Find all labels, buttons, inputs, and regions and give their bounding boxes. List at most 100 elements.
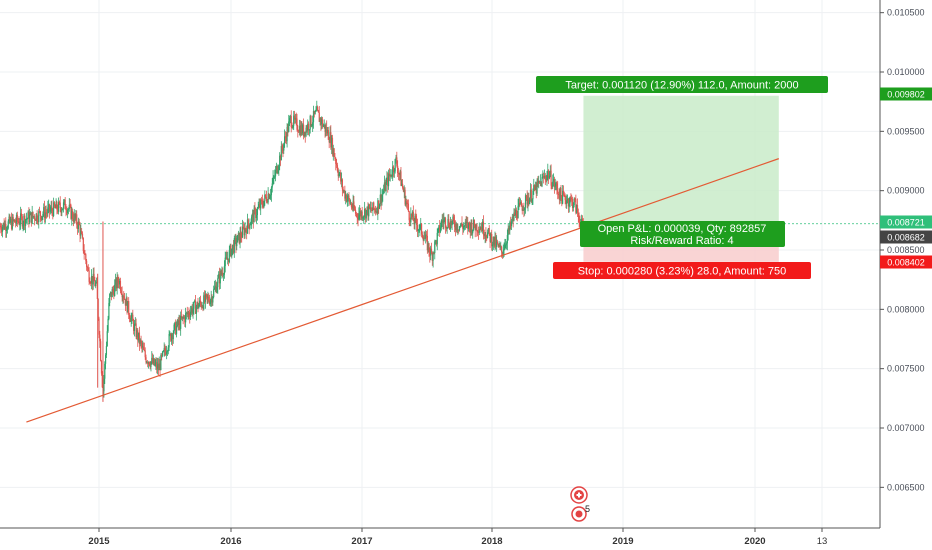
candle-body (535, 185, 537, 194)
candle-body (501, 252, 504, 255)
candle-body (86, 260, 88, 268)
candle-body (19, 223, 21, 225)
candle-body (326, 127, 328, 134)
candle-body (405, 201, 407, 205)
candle-body (270, 187, 273, 196)
candle-body (148, 362, 150, 366)
candle-body (214, 285, 216, 288)
candle-body (539, 181, 541, 183)
candle-body (47, 207, 49, 213)
candle-body (328, 139, 330, 143)
candle-body (132, 314, 134, 322)
candle-body (60, 208, 62, 213)
candle-body (458, 229, 460, 231)
plus-circle-icon[interactable] (570, 486, 588, 504)
candle-body (237, 235, 239, 243)
candle-body (391, 175, 393, 177)
candle-body (70, 205, 72, 219)
candle-body (227, 258, 230, 262)
candle-body (103, 378, 105, 392)
candle-body (416, 225, 419, 231)
x-tick-label: 2017 (351, 536, 372, 547)
candle-body (431, 253, 433, 261)
candle-body (578, 215, 580, 223)
candle-body (499, 244, 501, 247)
candle-body (316, 106, 318, 111)
candle-body (413, 220, 415, 225)
candle-body (337, 171, 339, 177)
candle-body (62, 202, 65, 209)
candle-body (451, 220, 453, 226)
candle-body (576, 205, 579, 213)
candle-body (500, 246, 502, 248)
open-pnl-label[interactable]: Open P&L: 0.000039, Qty: 892857 Risk/Rew… (580, 221, 785, 247)
candle-body (521, 206, 523, 211)
candle-body (175, 322, 177, 335)
candle-body (32, 211, 34, 217)
candle-body (92, 273, 94, 285)
candle-body (213, 287, 216, 290)
candle-body (483, 234, 485, 237)
y-tick-label: 0.007000 (887, 423, 925, 433)
candle-body (356, 213, 358, 218)
candle-body (533, 185, 535, 191)
candle-body (496, 241, 498, 247)
candle-body (340, 179, 343, 182)
event-count-icon[interactable] (571, 506, 587, 522)
candle-body (373, 208, 376, 210)
candle-body (426, 235, 428, 251)
candle-body (380, 194, 382, 204)
event-markers[interactable]: 5 (570, 486, 590, 522)
candle-body (57, 209, 59, 212)
candle-body (129, 318, 131, 322)
candle-body (302, 124, 304, 134)
candle-body (218, 274, 221, 284)
candle-body (477, 231, 480, 233)
candle-body (29, 215, 31, 223)
trendline[interactable] (26, 158, 779, 423)
candle-body (122, 296, 124, 298)
candle-body (23, 215, 25, 224)
candle-body (273, 176, 275, 178)
candle-body (514, 212, 516, 216)
candle-body (415, 215, 417, 219)
candle-body (279, 155, 282, 161)
candle-body (190, 307, 192, 312)
candle-body (298, 126, 301, 133)
candle-body (322, 125, 324, 127)
price-axis[interactable]: 0.006500 0.007000 0.007500 0.008000 0.008500… (880, 8, 925, 493)
candle-body (543, 175, 546, 178)
candle-body (130, 317, 132, 322)
target-label[interactable]: Target: 0.001120 (12.90%) 112.0, Amount:… (536, 76, 828, 93)
candle-body (84, 253, 86, 255)
candle-body (361, 211, 363, 219)
candle-body (1, 226, 4, 232)
candle-body (8, 216, 10, 222)
candle-body (236, 242, 238, 247)
candle-body (43, 207, 46, 219)
candle-body (386, 177, 388, 182)
candle-body (17, 221, 19, 223)
candle-body (363, 216, 365, 218)
time-axis[interactable]: 2015 2016 2017 2018 2019 2020 13 (88, 528, 827, 547)
candle-body (6, 229, 8, 231)
candle-body (338, 173, 340, 177)
candle-body (24, 219, 27, 226)
candle-body (119, 280, 122, 291)
candle-body (577, 212, 579, 216)
candle-body (497, 243, 499, 247)
candle-body (432, 252, 434, 261)
candle-body (399, 171, 401, 175)
candle-body (176, 320, 178, 327)
stop-label[interactable]: Stop: 0.000280 (3.23%) 28.0, Amount: 750 (553, 262, 811, 279)
candle-body (528, 199, 530, 205)
candle-body (85, 254, 87, 261)
event-count: 5 (585, 504, 590, 514)
candle-body (133, 324, 136, 331)
candle-body (441, 220, 443, 222)
svg-text:Stop: 0.000280 (3.23%) 28.0, A: Stop: 0.000280 (3.23%) 28.0, Amount: 750 (578, 266, 787, 278)
candle-body (22, 223, 24, 227)
y-tick-label: 0.006500 (887, 482, 925, 492)
candle-body (168, 334, 170, 348)
